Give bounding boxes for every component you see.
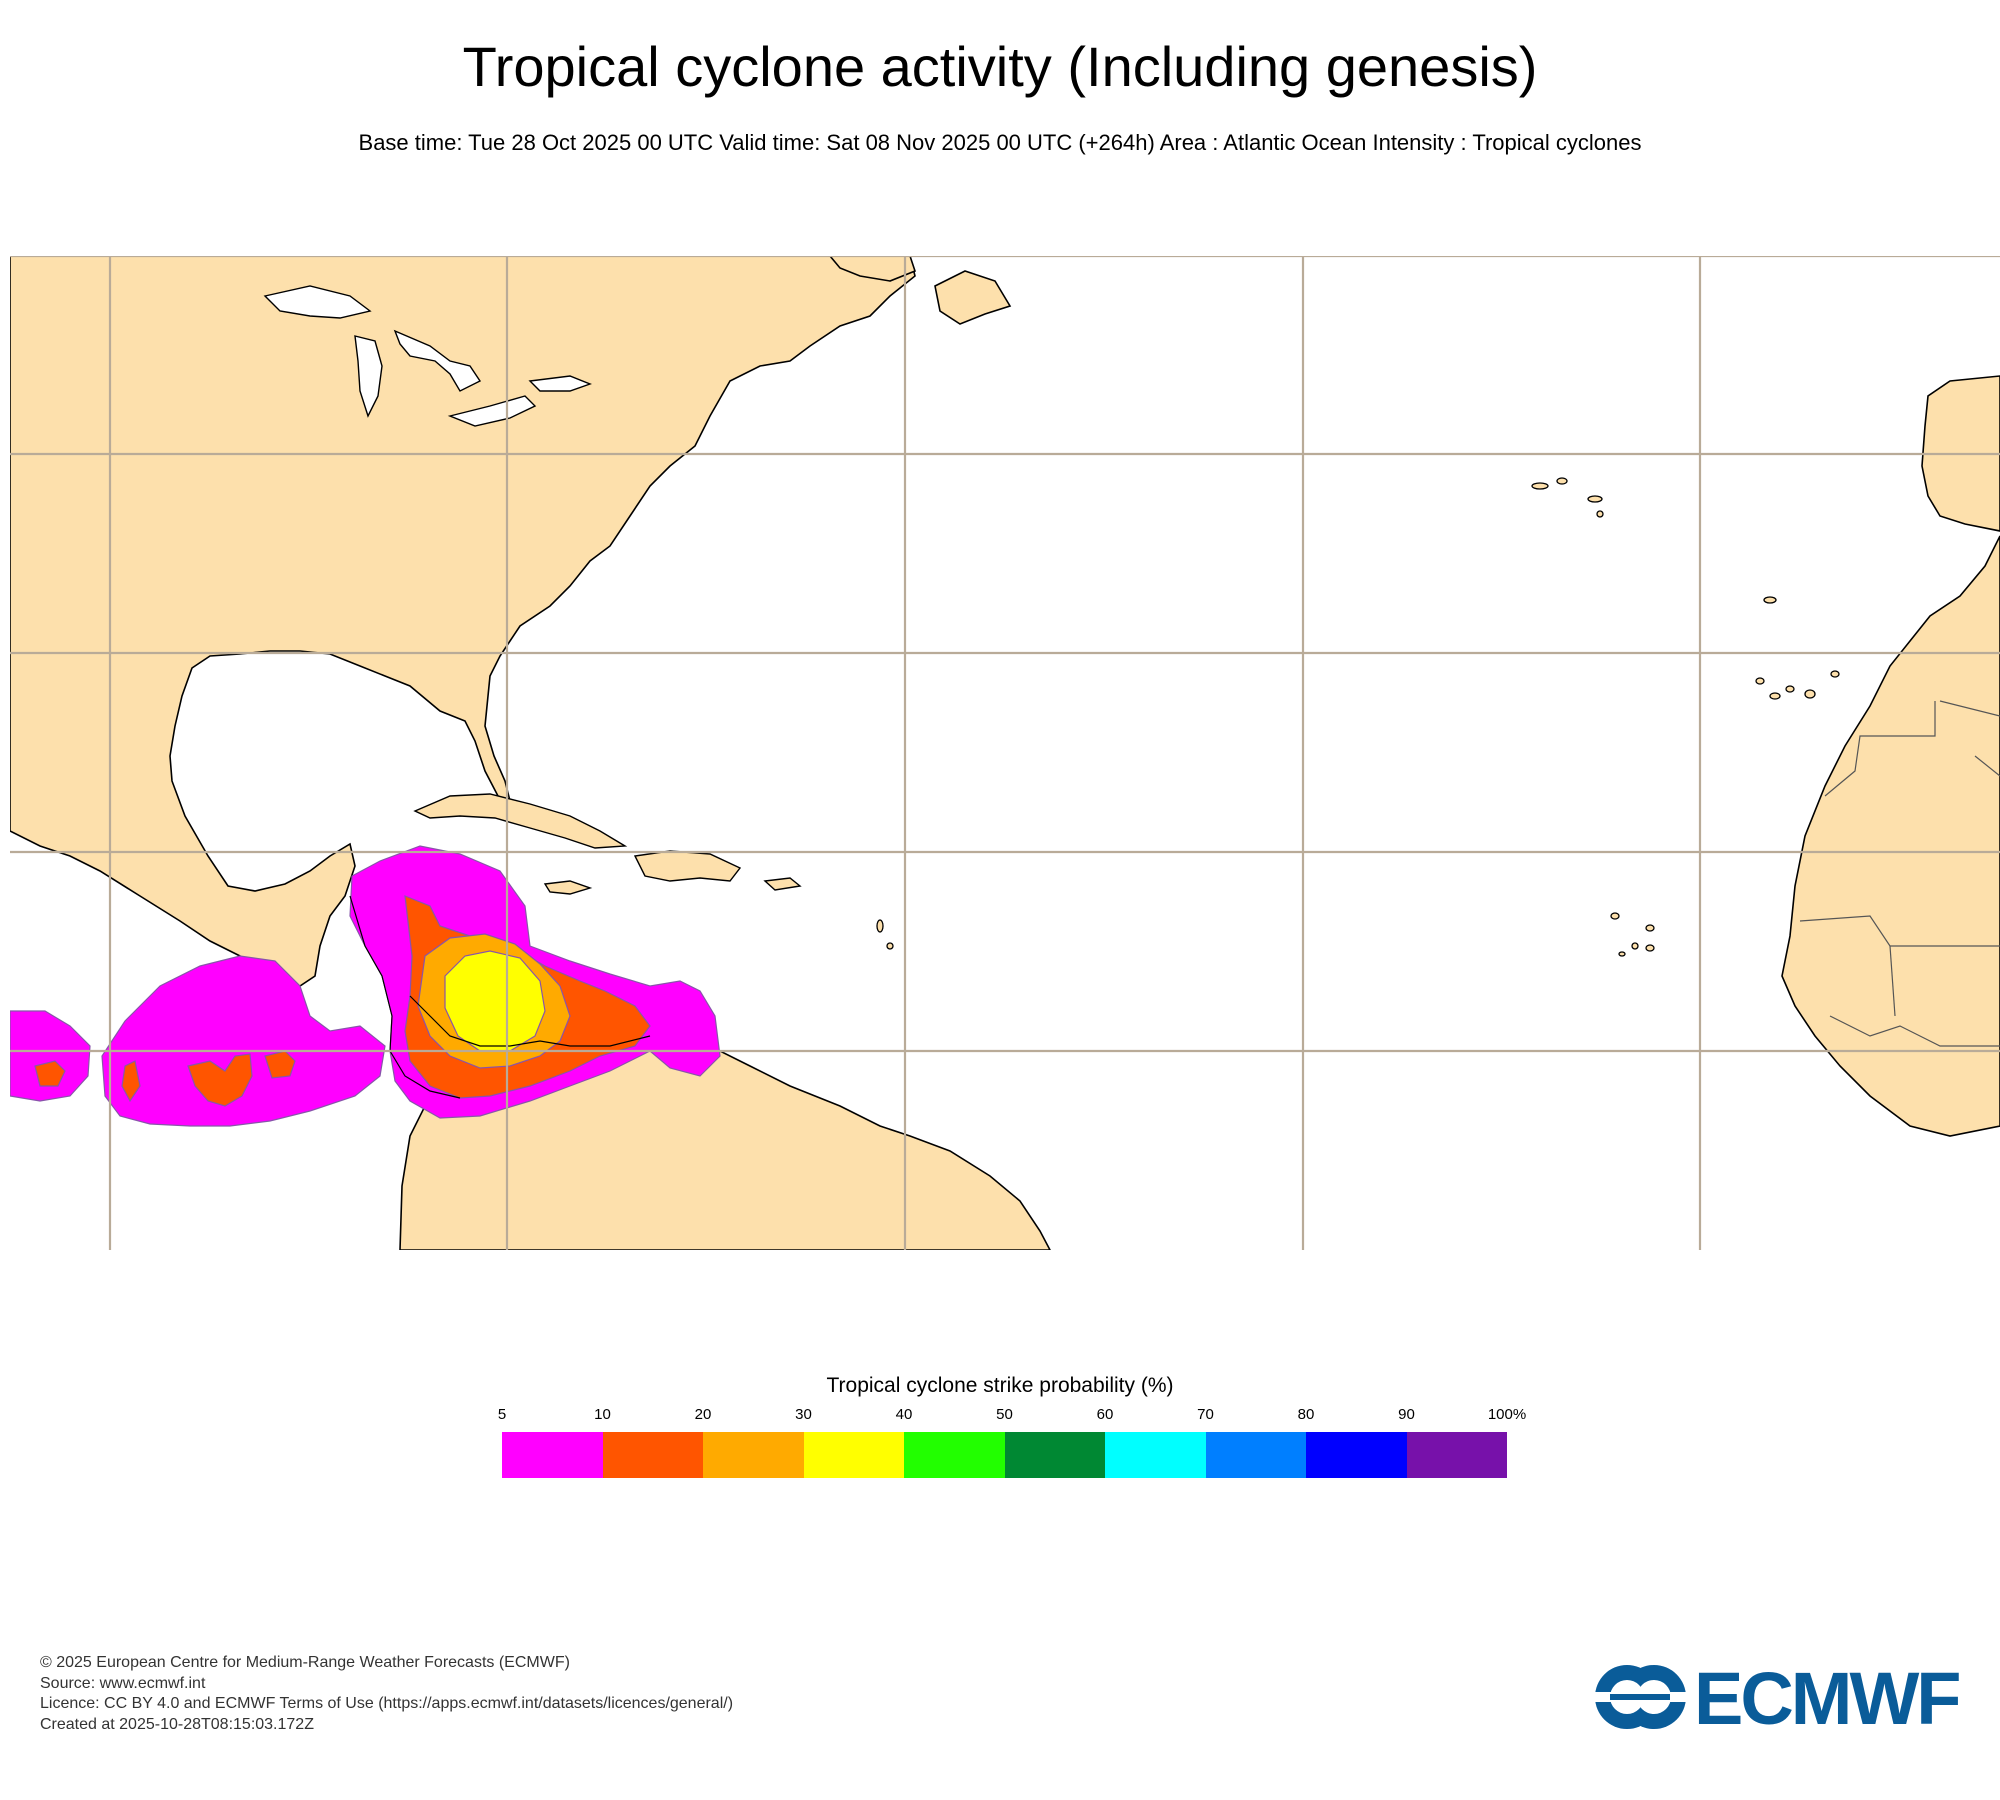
- ecmwf-logo: ECMWF: [1592, 1657, 1972, 1740]
- legend-tick-labels: 5 10 20 30 40 50 60 70 80 90 100%: [0, 1406, 2000, 1430]
- legend-swatch-3: [803, 1432, 904, 1478]
- prob-10-20-pacific-c: [187, 1053, 253, 1107]
- legend-swatch-4: [904, 1432, 1005, 1478]
- footer-credits: © 2025 European Centre for Medium-Range …: [40, 1653, 733, 1735]
- legend-swatch-0: [502, 1432, 603, 1478]
- land-puerto-rico: [763, 877, 802, 891]
- prob-5-10-pacific-2: [101, 955, 386, 1127]
- legend-tick-label: 70: [1197, 1406, 1214, 1423]
- prob-10-20-pacific-a: [34, 1060, 66, 1087]
- footer-licence: Licence: CC BY 4.0 and ECMWF Terms of Us…: [40, 1695, 734, 1712]
- atlantic-islands: [876, 477, 1840, 957]
- legend-swatch-2: [703, 1432, 804, 1478]
- land-greenland-edge: [828, 256, 916, 282]
- legend-swatch-7: [1205, 1432, 1306, 1478]
- prob-30-40: [444, 950, 546, 1052]
- ecmwf-logo-icon: [1592, 1665, 1687, 1729]
- legend-title: Tropical cyclone strike probability (%): [826, 1374, 1174, 1397]
- land-cuba: [413, 793, 628, 849]
- country-borders: [1799, 700, 2000, 1047]
- land-north-america: [10, 256, 916, 987]
- footer-copyright: © 2025 European Centre for Medium-Range …: [40, 1654, 570, 1671]
- prob-10-20-pacific-b: [121, 1060, 141, 1103]
- legend-tick-label: 30: [795, 1406, 812, 1423]
- land-jamaica: [543, 880, 593, 895]
- legend-tick-label: 50: [996, 1406, 1013, 1423]
- legend-swatch-6: [1105, 1432, 1206, 1478]
- land-africa: [1781, 535, 2000, 1137]
- legend-color-bar: [502, 1432, 1507, 1478]
- chart-subtitle: Base time: Tue 28 Oct 2025 00 UTC Valid …: [358, 130, 1642, 155]
- great-lakes: [263, 285, 592, 427]
- legend-tick-label: 90: [1398, 1406, 1415, 1423]
- land-newfoundland: [934, 270, 1012, 325]
- legend-swatch-5: [1004, 1432, 1105, 1478]
- gridlines: [10, 256, 2000, 1250]
- legend-tick-label: 80: [1297, 1406, 1315, 1423]
- legend-tick-label: 20: [694, 1406, 712, 1423]
- legend-tick-label: 60: [1096, 1406, 1114, 1423]
- legend-tick-label: 10: [594, 1406, 611, 1423]
- legend-swatch-1: [602, 1432, 703, 1478]
- footer-created: Created at 2025-10-28T08:15:03.172Z: [40, 1715, 314, 1733]
- legend-tick-label: 5: [497, 1406, 507, 1423]
- chart-title: Tropical cyclone activity (Including gen…: [462, 35, 1538, 98]
- atlantic-map: [10, 256, 2000, 1250]
- legend-tick-label: 100%: [1487, 1406, 1527, 1423]
- legend-swatch-9: [1406, 1432, 1507, 1478]
- ecmwf-logo-text: ECMWF: [1694, 1657, 1961, 1740]
- legend-tick-label: 40: [895, 1406, 913, 1423]
- footer-source: Source: www.ecmwf.int: [40, 1674, 206, 1692]
- central-america-coast: [349, 895, 651, 1099]
- legend-swatch-8: [1306, 1432, 1407, 1478]
- prob-5-10-pacific-1: [10, 1010, 91, 1102]
